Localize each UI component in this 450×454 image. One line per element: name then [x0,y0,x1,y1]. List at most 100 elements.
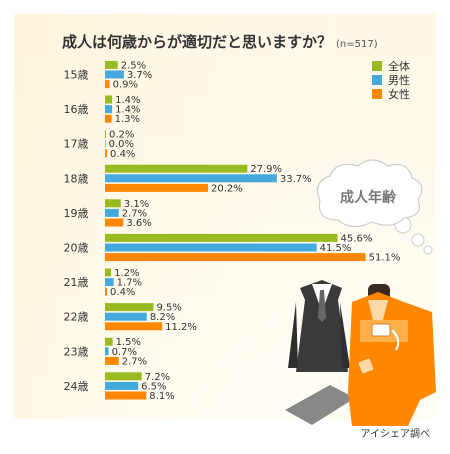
bar [105,278,114,287]
bar-series [105,60,366,400]
value-label: 9.5% [156,303,181,314]
value-label: 8.1% [149,391,174,402]
category-label: 23歳 [64,345,89,358]
value-label: 0.7% [112,347,137,358]
bar [105,70,124,79]
thought-bubble: 成人年齢 [317,159,433,255]
category-label: 22歳 [64,311,89,324]
bar [105,199,121,208]
chart-title-main: 成人は何歳からが適切だと思いますか？ [62,33,332,51]
bubble-cloud [317,159,423,228]
bar [105,183,209,192]
category-label: 17歳 [64,138,89,151]
value-label: 41.5% [320,243,352,254]
bar [105,139,106,148]
value-label: 1.5% [116,337,141,348]
bar [105,347,109,356]
value-label: 0.4% [110,287,135,298]
bubble-dot-small [423,245,433,255]
value-label: 27.9% [250,164,282,175]
value-label: 0.2% [109,130,134,141]
legend-label: 男性 [388,73,410,87]
suit-body [296,280,348,372]
bar [105,130,107,139]
bar [105,312,147,321]
value-label: 2.7% [122,356,147,367]
kimono-obi-cord [391,329,400,351]
bar [105,149,108,158]
category-label: 15歳 [64,69,89,82]
suit-left-sleeve [288,302,298,368]
legend-label: 女性 [388,87,410,101]
bar [105,253,366,262]
category-labels: 15歳 16歳 17歳 18歳 19歳 20歳 21歳 22歳 23歳 24歳 [64,69,89,393]
bar [105,356,119,365]
value-label: 1.4% [115,95,140,106]
value-label: 3.1% [124,199,149,210]
value-label: 2.7% [122,208,147,219]
value-label: 51.1% [369,253,401,264]
suit-tie [318,290,326,322]
category-label: 18歳 [64,172,89,185]
legend-swatch [372,61,382,71]
kimono-illustration [348,284,436,426]
value-label: 1.7% [117,278,142,289]
bar [105,95,113,104]
bar [105,381,139,390]
bar [105,391,147,400]
value-label: 0.4% [110,149,135,160]
value-label: 1.3% [115,114,140,125]
category-label: 21歳 [64,276,89,289]
kimono-obi-knot [371,323,391,337]
bar [105,174,277,183]
bar [105,268,112,277]
bar [105,233,338,242]
value-labels: 2.5%3.7%0.9%1.4%1.4%1.3%0.2%0.0%0.4%27.9… [109,60,401,402]
value-label: 1.2% [114,268,139,279]
value-label: 1.4% [115,105,140,116]
bar [105,105,113,114]
bar [105,243,317,252]
value-label: 0.9% [113,80,138,91]
suit-right-sleeve [340,302,350,368]
bubble-dot-medium [411,233,425,247]
bar [105,218,124,227]
category-label: 24歳 [64,380,89,393]
bar [105,60,118,69]
chart-sample-size: (n=517) [336,39,378,50]
value-label: 20.2% [211,183,243,194]
kimono-bag [358,358,374,374]
bar [105,287,108,296]
value-label: 2.5% [121,60,146,71]
source-credit: アイシェア調べ [361,427,431,440]
legend-swatch [372,89,382,99]
bar [105,80,110,89]
category-label: 16歳 [64,103,89,116]
value-label: 0.0% [109,139,134,150]
bar [105,208,119,217]
bar [105,114,112,123]
value-label: 6.5% [141,381,166,392]
bar [105,303,154,312]
value-label: 33.7% [280,174,312,185]
bar [105,337,113,346]
value-label: 7.2% [145,372,170,383]
suit-trousers [285,385,355,425]
value-label: 11.2% [165,322,197,333]
legend-swatch [372,75,382,85]
bar [105,164,248,173]
legend-label: 全体 [388,59,410,73]
value-label: 45.6% [341,233,373,244]
value-label: 8.2% [150,312,175,323]
chart-title: 成人は何歳からが適切だと思いますか？ (n=517) [62,33,378,51]
value-label: 3.7% [127,70,152,81]
bubble-label: 成人年齢 [340,189,397,206]
suit-illustration [285,280,355,425]
bar [105,322,163,331]
bar [105,372,142,381]
category-label: 20歳 [64,242,89,255]
category-label: 19歳 [64,207,89,220]
